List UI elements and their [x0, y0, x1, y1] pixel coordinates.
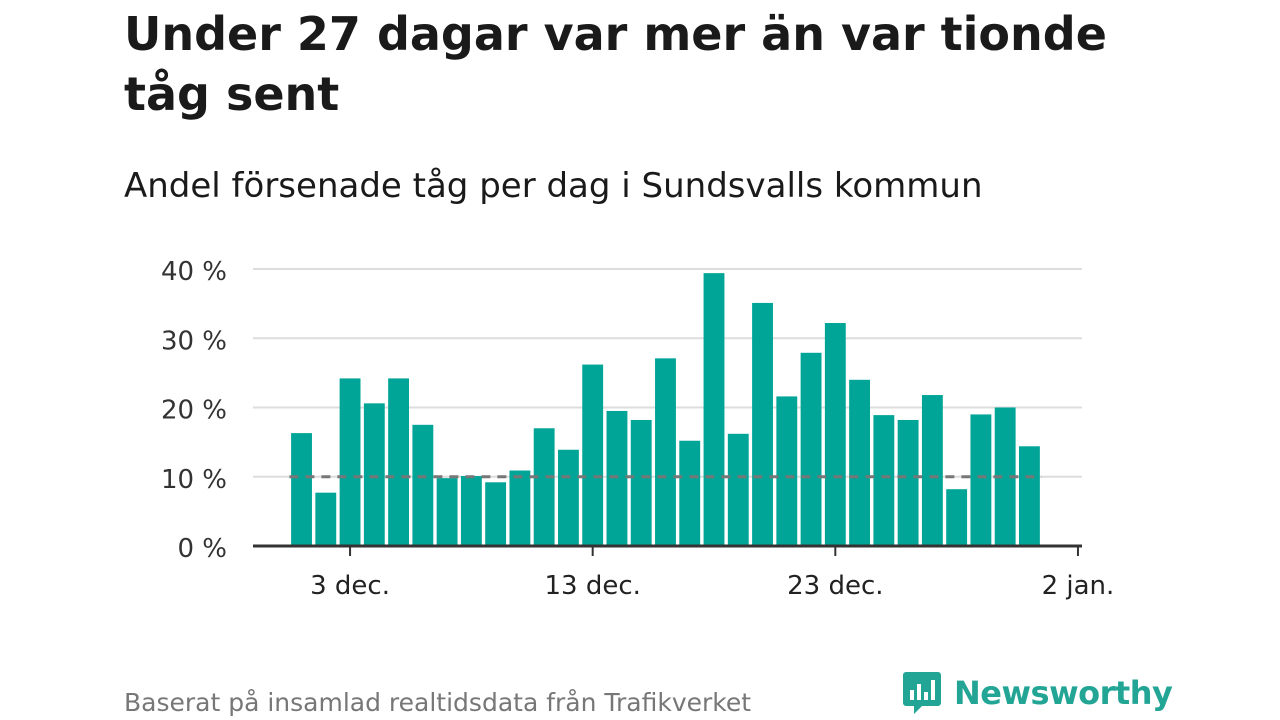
bar [897, 419, 919, 546]
bar [630, 419, 652, 546]
bar [606, 410, 628, 546]
bar [970, 414, 992, 546]
bar [339, 378, 361, 546]
bar [727, 433, 749, 546]
bar [291, 433, 312, 546]
bar [921, 395, 943, 546]
bar [436, 478, 458, 546]
bar [363, 403, 385, 546]
source-note: Baserat på insamlad realtidsdata från Tr… [124, 688, 752, 717]
bar [655, 358, 676, 546]
bar [824, 323, 846, 546]
bar [849, 379, 871, 546]
bar [873, 415, 895, 546]
bar [315, 492, 337, 546]
bar [1018, 446, 1040, 546]
bar [679, 440, 701, 546]
bar [994, 407, 1016, 546]
bar [412, 424, 434, 546]
bar [460, 476, 482, 546]
newsworthy-logo-icon [903, 672, 941, 714]
bar [752, 302, 773, 546]
bar [485, 482, 507, 546]
bar [800, 352, 822, 546]
y-tick-label: 30 % [161, 326, 227, 356]
y-tick-label: 20 % [161, 396, 227, 426]
newsworthy-brand[interactable]: Newsworthy [902, 670, 1173, 716]
x-tick-label: 2 jan. [1042, 571, 1115, 601]
bar [509, 470, 531, 546]
chart-subtitle: Andel försenade tåg per dag i Sundsvalls… [124, 166, 983, 206]
bar [703, 273, 725, 546]
x-tick-label: 13 dec. [544, 571, 640, 601]
brand-name: Newsworthy [954, 674, 1173, 712]
bar [776, 396, 798, 546]
x-tick-label: 23 dec. [787, 571, 883, 601]
y-tick-label: 40 % [161, 257, 227, 287]
axes: 0 % 10 % 20 % 30 % 40 % 3 dec. 13 dec. 23 dec. 2… [161, 257, 1114, 601]
bar [582, 364, 604, 546]
bar [533, 428, 555, 546]
y-tick-label: 10 % [161, 465, 227, 495]
chart-title: Under 27 dagar var mer än var tionde tåg… [124, 7, 1107, 121]
bar [388, 378, 410, 546]
bar [557, 449, 579, 546]
x-tick-label: 3 dec. [310, 571, 390, 601]
bars [291, 273, 1040, 546]
y-tick-label: 0 % [177, 534, 227, 564]
bar [946, 489, 968, 546]
